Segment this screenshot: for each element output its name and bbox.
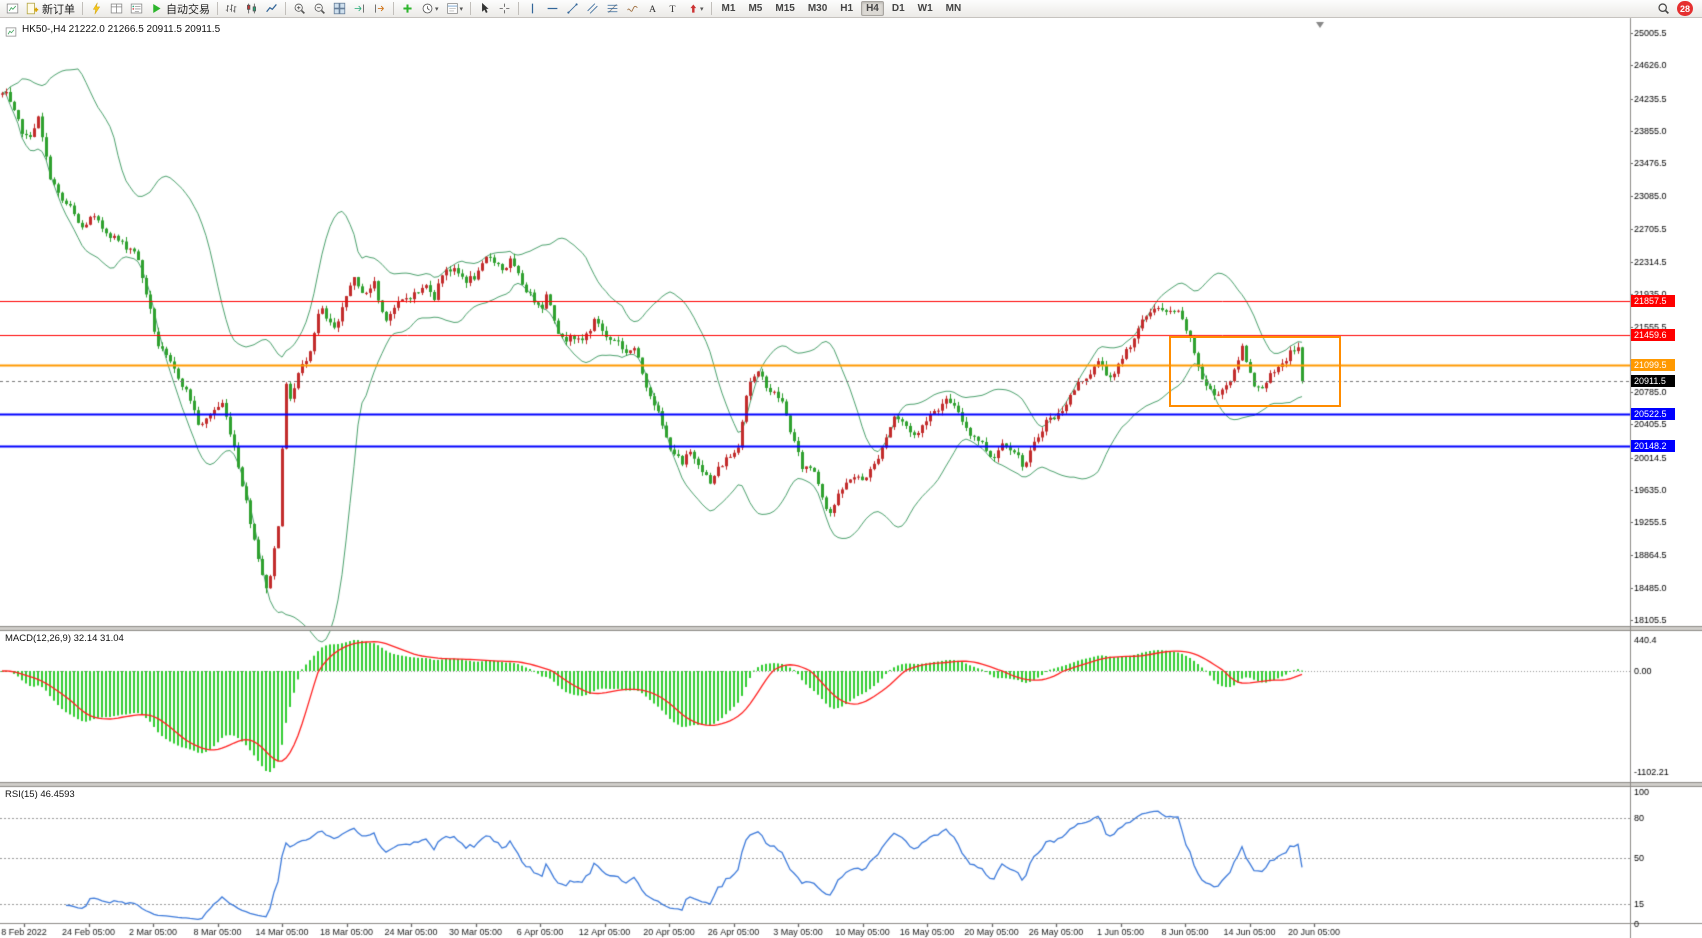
svg-text:A: A bbox=[649, 4, 656, 15]
new-order-icon bbox=[26, 2, 39, 15]
autotrading-icon bbox=[150, 2, 163, 15]
svg-text:T: T bbox=[670, 4, 676, 15]
chart-ohlc-title: HK50-,H4 21222.0 21266.5 20911.5 20911.5 bbox=[22, 24, 221, 35]
timeframe-H4[interactable]: H4 bbox=[861, 1, 884, 16]
line-chart-icon bbox=[265, 2, 278, 15]
arrows-icon bbox=[686, 2, 699, 15]
crosshair-icon[interactable] bbox=[495, 1, 514, 17]
periods-icon[interactable]: ▾ bbox=[418, 1, 442, 17]
timeframe-M1[interactable]: M1 bbox=[721, 3, 736, 14]
tile-windows-icon bbox=[333, 2, 346, 15]
label-icon[interactable]: T bbox=[663, 1, 682, 17]
zoom-out-icon bbox=[313, 2, 326, 15]
price-tag-20148.2[interactable]: 20148.2 bbox=[1631, 440, 1675, 453]
mql-icon[interactable] bbox=[87, 1, 106, 17]
timeframe-W1[interactable]: W1 bbox=[917, 3, 933, 14]
chart-window-mini-icon bbox=[5, 25, 17, 43]
line-chart-icon[interactable] bbox=[262, 1, 281, 17]
zoom-in-icon[interactable] bbox=[290, 1, 309, 17]
vertical-line-icon[interactable] bbox=[523, 1, 542, 17]
trendline-icon[interactable] bbox=[563, 1, 582, 17]
chart-shift-icon[interactable] bbox=[370, 1, 389, 17]
candlestick-icon bbox=[245, 2, 258, 15]
channel-icon bbox=[586, 2, 599, 15]
caret-down-icon: ▾ bbox=[435, 5, 439, 13]
data-window-icon bbox=[110, 2, 123, 15]
text-icon[interactable]: A bbox=[643, 1, 662, 17]
timeframe-M30[interactable]: M30 bbox=[807, 3, 828, 14]
new-order-label: 新订单 bbox=[42, 3, 75, 16]
toolbar-separator bbox=[285, 2, 286, 15]
highlight-rectangle[interactable] bbox=[1169, 336, 1341, 407]
price-tag-21857.5[interactable]: 21857.5 bbox=[1631, 294, 1675, 307]
autotrading-label: 自动交易 bbox=[166, 3, 210, 16]
timeframe-D1[interactable]: D1 bbox=[891, 3, 905, 14]
chart-shift-icon bbox=[373, 2, 386, 15]
channel-icon[interactable] bbox=[583, 1, 602, 17]
price-tag-21099.5[interactable]: 21099.5 bbox=[1631, 359, 1675, 372]
toolbar-separator bbox=[82, 2, 83, 15]
data-window-icon[interactable] bbox=[107, 1, 126, 17]
chart-window-icon[interactable] bbox=[3, 1, 22, 17]
toolbar-separator bbox=[710, 2, 712, 15]
macd-indicator-label: MACD(12,26,9) 32.14 31.04 bbox=[5, 633, 124, 644]
timeframe-M5[interactable]: M5 bbox=[748, 3, 763, 14]
horizontal-line-icon bbox=[546, 2, 559, 15]
toolbar-separator bbox=[470, 2, 472, 15]
price-tag-20911.5: 20911.5 bbox=[1631, 375, 1675, 388]
periods-icon bbox=[421, 2, 434, 15]
arrows-icon[interactable]: ▾ bbox=[683, 1, 707, 17]
toolbar-separator bbox=[217, 2, 218, 15]
horizontal-line-icon[interactable] bbox=[543, 1, 562, 17]
price-tag-20522.5[interactable]: 20522.5 bbox=[1631, 408, 1675, 421]
new-order-button[interactable]: 新订单 bbox=[23, 1, 78, 17]
cursor-icon[interactable] bbox=[475, 1, 494, 17]
price-tag-21459.6[interactable]: 21459.6 bbox=[1631, 328, 1675, 341]
notification-badge[interactable]: 28 bbox=[1676, 1, 1693, 16]
mql-icon bbox=[90, 2, 103, 15]
toolbar-right-cluster: 28 bbox=[1654, 1, 1699, 17]
text-icon: A bbox=[646, 2, 659, 15]
fibonacci-icon[interactable] bbox=[603, 1, 622, 17]
zoom-out-icon[interactable] bbox=[310, 1, 329, 17]
indicators-icon bbox=[401, 2, 414, 15]
indicators-icon[interactable] bbox=[398, 1, 417, 17]
tile-windows-icon[interactable] bbox=[330, 1, 349, 17]
bar-chart-icon bbox=[225, 2, 238, 15]
crosshair-icon bbox=[498, 2, 511, 15]
zoom-in-icon bbox=[293, 2, 306, 15]
toolbar-separator bbox=[518, 2, 520, 15]
shapes-icon bbox=[626, 2, 639, 15]
caret-down-icon: ▾ bbox=[700, 5, 704, 13]
bar-chart-icon[interactable] bbox=[222, 1, 241, 17]
caret-down-icon: ▾ bbox=[459, 5, 464, 13]
label-icon: T bbox=[666, 2, 679, 15]
search-button[interactable] bbox=[1654, 1, 1673, 17]
fibonacci-icon bbox=[606, 2, 619, 15]
market-watch-icon[interactable] bbox=[127, 1, 146, 17]
timeframe-MN[interactable]: MN bbox=[945, 3, 962, 14]
cursor-icon bbox=[478, 2, 491, 15]
timeframe-M15[interactable]: M15 bbox=[775, 3, 795, 14]
timeframe-H1[interactable]: H1 bbox=[840, 3, 854, 14]
templates-icon bbox=[446, 2, 459, 15]
chart-window-icon bbox=[6, 2, 19, 15]
shapes-icon[interactable] bbox=[623, 1, 642, 17]
vertical-line-icon bbox=[526, 2, 539, 15]
templates-icon[interactable]: ▾ bbox=[443, 1, 467, 17]
autotrading-button[interactable]: 自动交易 bbox=[147, 1, 213, 17]
trendline-icon bbox=[566, 2, 579, 15]
toolbar-separator bbox=[393, 2, 394, 15]
auto-scroll-icon bbox=[353, 2, 366, 15]
auto-scroll-icon[interactable] bbox=[350, 1, 369, 17]
candlestick-icon[interactable] bbox=[242, 1, 261, 17]
main-toolbar: 新订单 自动交易 ▾ ▾ A T ▾ M1 M5 M15 M30 H1 H4 D1 W1 MN 28 bbox=[0, 0, 1702, 18]
market-watch-icon bbox=[130, 2, 143, 15]
rsi-indicator-label: RSI(15) 46.4593 bbox=[5, 789, 75, 800]
